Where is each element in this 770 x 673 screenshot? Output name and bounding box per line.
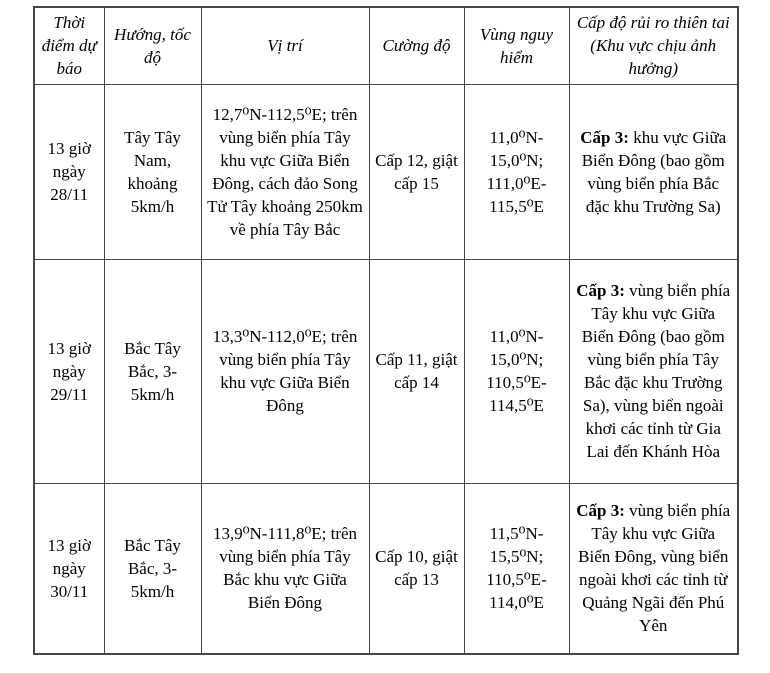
table-row: 13 giờ ngày 30/11 Bắc Tây Bắc, 3-5km/h 1… [33,482,739,655]
header-intensity: Cường độ [368,6,465,85]
position-cell: 13,3⁰N-112,0⁰E; trên vùng biển phía Tây … [200,258,370,484]
risk-level-label: Cấp 3: [580,127,629,147]
forecast-time-cell: 13 giờ ngày 30/11 [33,482,105,655]
direction-speed-cell: Tây Tây Nam, khoảng 5km/h [103,83,202,260]
table-row: 13 giờ ngày 29/11 Bắc Tây Bắc, 3-5km/h 1… [33,258,739,484]
danger-zone-cell: 11,5⁰N-15,5⁰N; 110,5⁰E-114,0⁰E [463,482,570,655]
intensity-cell: Cấp 10, giật cấp 13 [368,482,465,655]
danger-zone-cell: 11,0⁰N-15,0⁰N; 110,5⁰E-114,5⁰E [463,258,570,484]
forecast-time-cell: 13 giờ ngày 28/11 [33,83,105,260]
risk-level-cell: Cấp 3: khu vực Giữa Biển Đông (bao gồm v… [568,83,739,260]
direction-speed-cell: Bắc Tây Bắc, 3-5km/h [103,482,202,655]
risk-level-text: khu vực Giữa Biển Đông (bao gồm vùng biể… [581,127,727,216]
risk-level-text: vùng biển phía Tây khu vực Giữa Biển Đôn… [581,281,731,461]
risk-level-cell: Cấp 3: vùng biển phía Tây khu vực Giữa B… [568,258,739,484]
intensity-cell: Cấp 11, giật cấp 14 [368,258,465,484]
header-danger-zone: Vùng nguy hiểm [463,6,570,85]
direction-speed-cell: Bắc Tây Bắc, 3-5km/h [103,258,202,484]
risk-level-label: Cấp 3: [576,501,625,521]
risk-level-cell: Cấp 3: vùng biển phía Tây khu vực Giữa B… [568,482,739,655]
risk-level-text: vùng biển phía Tây khu vực Giữa Biển Đôn… [578,501,731,636]
header-direction-speed: Hướng, tốc độ [103,6,202,85]
position-cell: 13,9⁰N-111,8⁰E; trên vùng biển phía Tây … [200,482,370,655]
danger-zone-cell: 11,0⁰N-15,0⁰N; 111,0⁰E-115,5⁰E [463,83,570,260]
position-cell: 12,7⁰N-112,5⁰E; trên vùng biển phía Tây … [200,83,370,260]
table-header-row: Thời điểm dự báo Hướng, tốc độ Vị trí Cư… [33,6,739,85]
storm-forecast-table: Thời điểm dự báo Hướng, tốc độ Vị trí Cư… [33,6,739,655]
intensity-cell: Cấp 12, giật cấp 15 [368,83,465,260]
table-row: 13 giờ ngày 28/11 Tây Tây Nam, khoảng 5k… [33,83,739,260]
header-position: Vị trí [200,6,370,85]
header-forecast-time: Thời điểm dự báo [33,6,105,85]
forecast-time-cell: 13 giờ ngày 29/11 [33,258,105,484]
risk-level-label: Cấp 3: [576,281,625,300]
header-risk-level: Cấp độ rủi ro thiên tai (Khu vực chịu ản… [568,6,739,85]
